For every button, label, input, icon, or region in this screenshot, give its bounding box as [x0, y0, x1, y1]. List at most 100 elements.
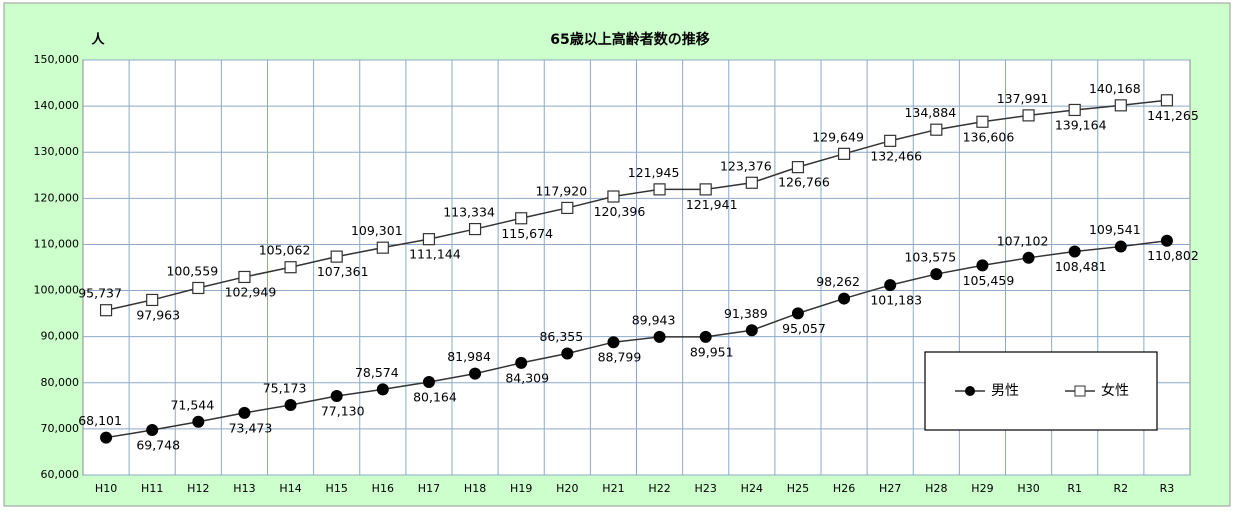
data-label: 88,799 — [598, 350, 642, 365]
data-label: 111,144 — [409, 247, 461, 262]
point — [146, 293, 159, 307]
point — [330, 250, 343, 263]
point — [1068, 245, 1081, 258]
y-tick-label: 100,000 — [34, 284, 80, 297]
point — [607, 190, 620, 203]
y-tick-label: 80,000 — [41, 376, 80, 389]
data-label: 86,355 — [539, 329, 583, 344]
x-tick-label: H29 — [971, 482, 993, 495]
point — [884, 279, 897, 292]
x-tick-label: H18 — [464, 482, 486, 495]
x-tick-label: H13 — [233, 482, 255, 495]
data-label: 95,057 — [782, 321, 826, 336]
data-label: 121,941 — [686, 197, 738, 212]
point — [791, 307, 804, 320]
point — [515, 356, 528, 369]
chart-title: 65歳以上高齢者数の推移 — [550, 31, 709, 48]
point — [1160, 94, 1174, 107]
data-label: 110,802 — [1147, 248, 1199, 263]
point — [930, 123, 943, 136]
point — [1160, 234, 1173, 247]
point — [238, 406, 251, 419]
x-tick-label: H11 — [141, 482, 163, 495]
legend-marker — [965, 386, 975, 396]
x-tick-label: H22 — [648, 482, 670, 495]
x-tick-label: R3 — [1160, 482, 1175, 495]
data-label: 95,737 — [78, 286, 122, 301]
data-label: 107,102 — [997, 233, 1049, 248]
point — [422, 376, 435, 389]
y-axis-label: 人 — [91, 32, 105, 48]
x-tick-label: H26 — [833, 482, 855, 495]
x-tick-label: H25 — [787, 482, 809, 495]
data-label: 77,130 — [321, 404, 365, 419]
point — [1068, 103, 1081, 117]
data-label: 103,575 — [904, 250, 956, 265]
point — [1114, 99, 1127, 112]
x-tick-label: H27 — [879, 482, 901, 495]
data-label: 117,920 — [535, 183, 587, 198]
data-label: 134,884 — [904, 105, 956, 120]
data-label: 113,334 — [443, 205, 495, 220]
legend-marker — [1074, 385, 1086, 397]
y-tick-label: 150,000 — [34, 53, 80, 66]
point — [837, 147, 851, 160]
data-label: 129,649 — [812, 129, 864, 144]
data-label: 132,466 — [870, 148, 922, 163]
data-label: 120,396 — [594, 204, 646, 219]
data-label: 126,766 — [778, 175, 830, 190]
point — [192, 281, 205, 295]
data-label: 78,574 — [355, 365, 399, 380]
data-label: 136,606 — [963, 129, 1015, 144]
x-tick-label: H23 — [695, 482, 717, 495]
point — [100, 431, 113, 444]
point — [1022, 109, 1035, 122]
point — [745, 324, 758, 337]
y-tick-label: 110,000 — [34, 237, 80, 250]
series-line — [105, 240, 1168, 439]
data-label: 80,164 — [413, 390, 457, 405]
point — [1022, 251, 1035, 264]
data-label: 75,173 — [263, 381, 307, 396]
data-label: 108,481 — [1055, 259, 1107, 274]
x-tick-label: H10 — [95, 482, 117, 495]
data-label: 121,945 — [628, 165, 680, 180]
point — [699, 183, 712, 196]
point — [468, 222, 482, 236]
point — [930, 268, 943, 281]
x-tick-label: H14 — [279, 482, 301, 495]
data-label: 69,748 — [136, 438, 180, 453]
point — [330, 390, 343, 403]
point — [838, 292, 851, 305]
point — [653, 183, 666, 196]
x-tick-label: H15 — [326, 482, 348, 495]
point — [284, 399, 297, 412]
data-label: 101,183 — [870, 293, 922, 308]
data-label: 123,376 — [720, 158, 772, 173]
point — [745, 176, 758, 189]
y-tick-label: 130,000 — [34, 145, 80, 158]
x-tick-label: R2 — [1113, 482, 1128, 495]
data-label: 105,062 — [259, 243, 311, 258]
data-label: 139,164 — [1055, 117, 1107, 132]
point — [284, 261, 297, 274]
y-tick-label: 60,000 — [41, 468, 80, 481]
point — [884, 134, 897, 147]
x-tick-label: H24 — [741, 482, 763, 495]
series-line — [105, 99, 1168, 311]
data-label: 100,559 — [166, 263, 218, 278]
data-label: 81,984 — [447, 349, 491, 364]
x-tick-label: H17 — [418, 482, 440, 495]
data-label: 91,389 — [724, 306, 768, 321]
x-tick-label: H30 — [1017, 482, 1039, 495]
point — [99, 304, 113, 317]
legend-label: 女性 — [1101, 382, 1129, 399]
y-tick-label: 120,000 — [34, 191, 80, 204]
point — [561, 347, 574, 360]
point — [376, 383, 389, 396]
data-label: 73,473 — [229, 420, 273, 435]
data-label: 140,168 — [1089, 81, 1141, 96]
y-tick-label: 140,000 — [34, 99, 80, 112]
data-label: 84,309 — [505, 370, 549, 385]
